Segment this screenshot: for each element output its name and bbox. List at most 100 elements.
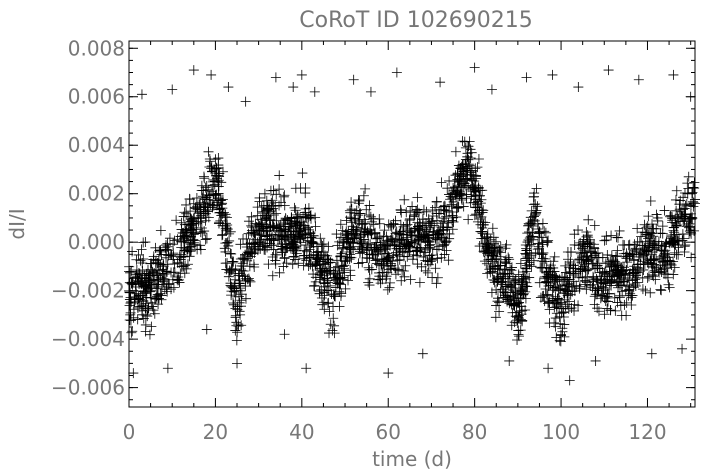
- data-point: [346, 197, 357, 208]
- data-point: [600, 266, 611, 277]
- data-point: [316, 284, 327, 295]
- data-point: [441, 205, 452, 216]
- data-point: [413, 231, 424, 242]
- data-point: [560, 285, 571, 296]
- data-point: [507, 285, 518, 296]
- data-point: [555, 336, 566, 347]
- data-point: [599, 309, 610, 320]
- data-point: [173, 272, 184, 283]
- data-point: [278, 261, 289, 272]
- data-point: [279, 224, 290, 235]
- data-point: [577, 263, 588, 274]
- data-point: [188, 198, 199, 209]
- data-point: [540, 227, 551, 238]
- data-point: [639, 245, 650, 256]
- data-point: [488, 274, 499, 285]
- data-point: [420, 244, 431, 255]
- data-point: [494, 244, 505, 255]
- data-point: [334, 268, 345, 279]
- data-point: [682, 220, 693, 231]
- data-point: [188, 213, 199, 224]
- data-point: [316, 270, 327, 281]
- data-point: [549, 251, 560, 262]
- data-point: [543, 235, 554, 246]
- data-point: [273, 229, 284, 240]
- data-point: [323, 285, 334, 296]
- data-point: [589, 220, 600, 231]
- data-point: [616, 310, 627, 321]
- outlier-point: [603, 65, 614, 76]
- data-point: [651, 223, 662, 234]
- data-point: [541, 289, 552, 300]
- data-point: [216, 199, 227, 210]
- data-point: [386, 260, 397, 271]
- data-point: [322, 254, 333, 265]
- data-point: [182, 259, 193, 270]
- data-point: [125, 267, 136, 278]
- data-point: [200, 182, 211, 193]
- data-point: [444, 175, 455, 186]
- data-point: [236, 295, 247, 306]
- data-point: [565, 247, 576, 258]
- data-point: [332, 240, 343, 251]
- data-point: [151, 283, 162, 294]
- data-point: [514, 301, 525, 312]
- data-point: [493, 293, 504, 304]
- data-point: [291, 223, 302, 234]
- data-point: [645, 195, 656, 206]
- data-point: [515, 258, 526, 269]
- data-point: [494, 264, 505, 275]
- data-point: [464, 136, 475, 147]
- data-point: [382, 284, 393, 295]
- data-point: [391, 227, 402, 238]
- data-point: [676, 210, 687, 221]
- data-point: [230, 310, 241, 321]
- data-point: [613, 282, 624, 293]
- data-point: [427, 272, 438, 283]
- data-point: [585, 238, 596, 249]
- outlier-point: [301, 363, 312, 374]
- data-point: [612, 276, 623, 287]
- data-point: [262, 203, 273, 214]
- data-point: [256, 221, 267, 232]
- data-point: [344, 254, 355, 265]
- data-point: [356, 236, 367, 247]
- data-point: [671, 249, 682, 260]
- data-point: [378, 239, 389, 250]
- data-point: [602, 249, 613, 260]
- data-point: [249, 239, 260, 250]
- data-point: [460, 142, 471, 153]
- data-point: [355, 238, 366, 249]
- data-point: [347, 233, 358, 244]
- data-point: [527, 216, 538, 227]
- data-point: [361, 245, 372, 256]
- data-point: [642, 272, 653, 283]
- data-point: [485, 261, 496, 272]
- data-point: [151, 255, 162, 266]
- data-point: [340, 256, 351, 267]
- data-point: [407, 201, 418, 212]
- data-point: [564, 262, 575, 273]
- x-tick-label: 80: [462, 420, 487, 444]
- data-point: [520, 286, 531, 297]
- data-point: [430, 202, 441, 213]
- data-point: [490, 263, 501, 274]
- data-point: [689, 198, 700, 209]
- data-point: [473, 196, 484, 207]
- data-point: [559, 272, 570, 283]
- data-point: [640, 285, 651, 296]
- outlier-point: [547, 69, 558, 80]
- data-point: [683, 171, 694, 182]
- data-point: [573, 225, 584, 236]
- data-point: [201, 180, 212, 191]
- data-point: [367, 249, 378, 260]
- data-point: [399, 271, 410, 282]
- data-point: [395, 204, 406, 215]
- data-point: [271, 189, 282, 200]
- data-point: [391, 249, 402, 260]
- data-point: [660, 239, 671, 250]
- data-point: [290, 217, 301, 228]
- data-point: [642, 229, 653, 240]
- data-point: [528, 191, 539, 202]
- outlier-point: [383, 368, 394, 379]
